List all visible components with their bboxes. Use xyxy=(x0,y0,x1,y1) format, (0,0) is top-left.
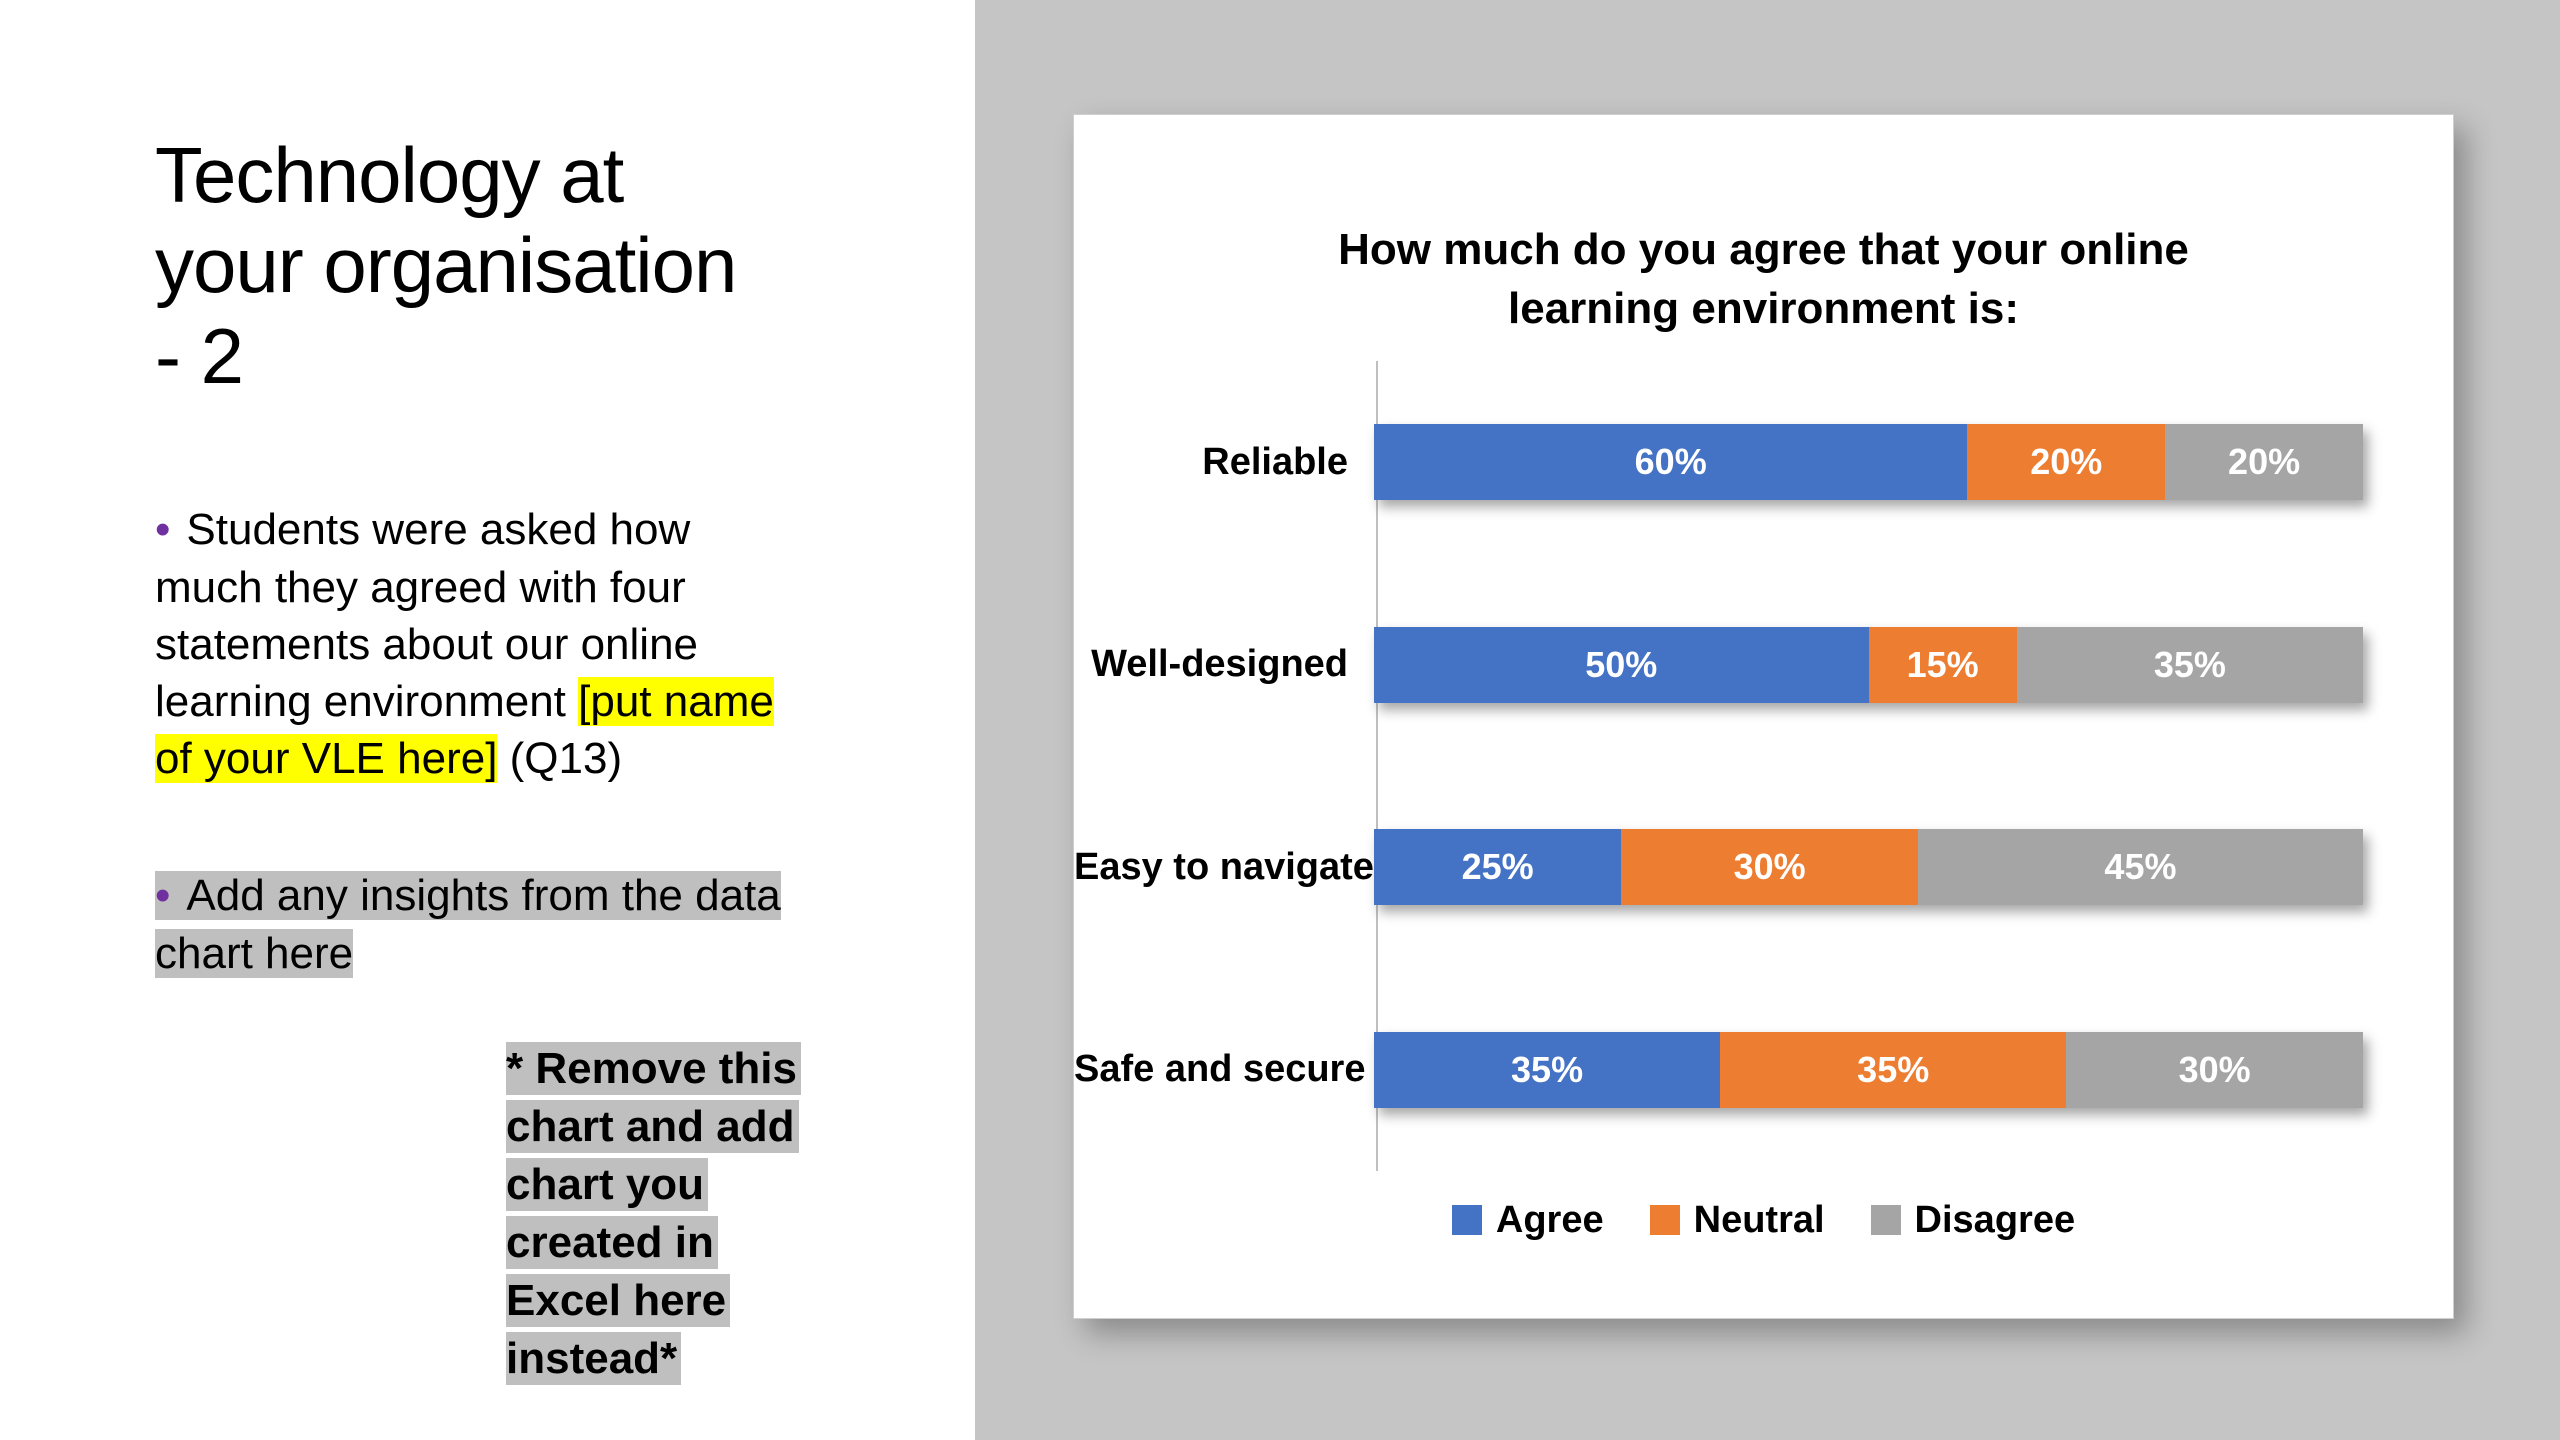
bar-row: Easy to navigate 25% 30% 45% xyxy=(1074,829,2453,906)
bar-track: 25% 30% 45% xyxy=(1374,829,2363,906)
bar-segment-neutral: 15% xyxy=(1868,626,2017,703)
bullet-glyph: • xyxy=(155,505,171,555)
bullet1-text: Students were asked how much they agreed… xyxy=(155,505,699,726)
legend-item: Agree xyxy=(1451,1198,1604,1242)
bar-track: 60% 20% 20% xyxy=(1374,424,2363,501)
legend-label: Agree xyxy=(1495,1198,1604,1241)
note-line: instead* xyxy=(506,1330,866,1388)
bullet1-question-ref: (Q13) xyxy=(497,734,623,784)
bar-segment-disagree: 45% xyxy=(1917,829,2363,906)
note-line: chart you xyxy=(506,1156,866,1214)
bar-row: Well-designed 50% 15% 35% xyxy=(1074,626,2453,703)
legend-swatch xyxy=(1451,1205,1482,1236)
note-line: chart and add xyxy=(506,1098,866,1156)
legend-swatch xyxy=(1870,1205,1901,1236)
slide-text-column: Technology at your organisation - 2 • Stu… xyxy=(155,130,855,982)
bullet2-highlighted-text: • Add any insights from the data chart he… xyxy=(155,871,781,978)
bullet-paragraph-2: • Add any insights from the data chart he… xyxy=(155,867,795,981)
bar-segment-disagree: 30% xyxy=(2066,1031,2363,1108)
bar-segment-disagree: 35% xyxy=(2016,626,2363,703)
bar-segment-neutral: 20% xyxy=(1967,424,2166,501)
legend: Agree Neutral Disagree xyxy=(1074,1199,2453,1242)
category-label: Easy to navigate xyxy=(1074,845,1374,888)
legend-label: Neutral xyxy=(1693,1198,1825,1241)
bar-segment-neutral: 35% xyxy=(1720,1031,2067,1108)
note-line: created in xyxy=(506,1214,866,1272)
bar-row: Safe and secure 35% 35% 30% xyxy=(1074,1031,2453,1108)
note-line: * Remove this xyxy=(506,1040,866,1098)
category-label: Safe and secure xyxy=(1074,1048,1366,1091)
bullet2-text: Add any insights from the data chart her… xyxy=(155,871,781,978)
bullet-glyph: • xyxy=(155,871,171,921)
note-line: Excel here xyxy=(506,1272,866,1330)
bar-segment-agree: 25% xyxy=(1374,829,1622,906)
slide-title-line: your organisation xyxy=(155,221,737,310)
chart-title: How much do you agree that your online l… xyxy=(1338,225,2189,334)
legend-swatch xyxy=(1649,1205,1680,1236)
y-axis-line xyxy=(1376,360,1378,1171)
bar-track: 50% 15% 35% xyxy=(1374,626,2363,703)
slide-title-line: Technology at xyxy=(155,131,624,219)
slide-title: Technology at your organisation - 2 xyxy=(155,130,855,401)
legend-label: Disagree xyxy=(1914,1198,2076,1241)
category-label: Reliable xyxy=(1202,440,1348,483)
slide-title-line: - 2 xyxy=(155,311,244,400)
category-label: Well-designed xyxy=(1091,643,1348,686)
bar-segment-agree: 35% xyxy=(1374,1031,1721,1108)
bar-row: Reliable 60% 20% 20% xyxy=(1074,424,2453,501)
legend-item: Neutral xyxy=(1649,1198,1825,1242)
bar-track: 35% 35% 30% xyxy=(1374,1031,2363,1108)
bar-segment-agree: 60% xyxy=(1374,424,1968,501)
bar-segment-neutral: 30% xyxy=(1621,829,1918,906)
bar-segment-agree: 50% xyxy=(1374,626,1869,703)
remove-chart-note: * Remove this chart and add chart you cr… xyxy=(506,1040,866,1388)
chart-plot-area: Reliable 60% 20% 20% Well-designed 50% 15% 35% E… xyxy=(1074,360,2453,1171)
legend-item: Disagree xyxy=(1870,1198,2076,1242)
bar-segment-disagree: 20% xyxy=(2165,424,2363,501)
bullet-paragraph-1: • Students were asked how much they agree… xyxy=(155,501,795,787)
embedded-chart-panel[interactable]: How much do you agree that your online l… xyxy=(1073,114,2454,1319)
